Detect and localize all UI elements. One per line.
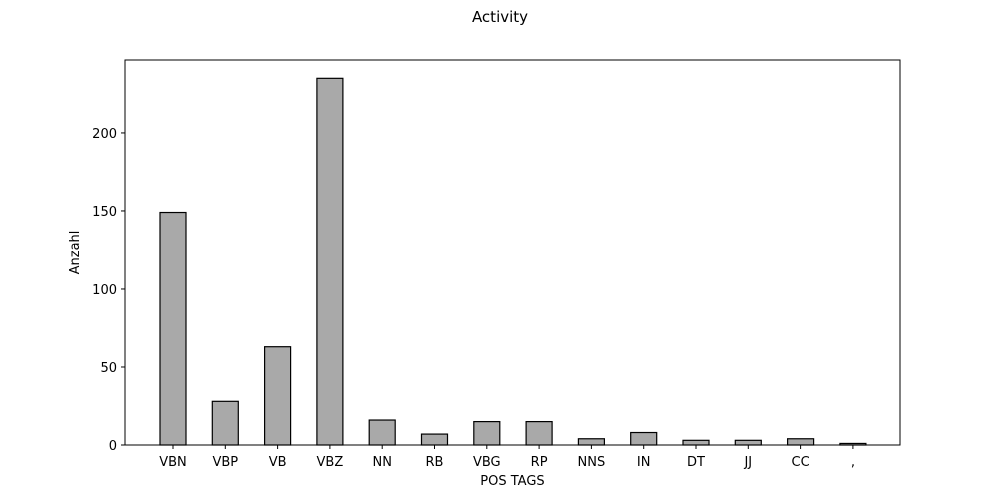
bar: [630, 431, 658, 446]
bar: [420, 433, 449, 446]
bar: [473, 420, 501, 446]
bars-group: [159, 77, 867, 446]
y-axis: 0 50 100 150 200: [92, 127, 125, 454]
bar: [264, 346, 292, 446]
bar: [734, 439, 762, 446]
plot-frame: [124, 59, 901, 446]
x-tick-label: NNS: [578, 455, 606, 470]
bar: [211, 400, 239, 446]
x-tick-label: RB: [426, 455, 444, 470]
x-axis-title: POS TAGS: [480, 474, 544, 489]
x-tick-label: CC: [792, 455, 810, 470]
x-tick-label: JJ: [743, 455, 752, 470]
y-tick-label: 200: [92, 127, 117, 142]
x-tick-label: ,: [851, 455, 855, 470]
x-tick-label: VBZ: [317, 455, 344, 470]
bar: [525, 420, 553, 446]
bar: [159, 211, 187, 446]
chart-title: Activity: [472, 8, 528, 26]
y-tick-label: 0: [109, 439, 117, 454]
bar: [682, 439, 710, 446]
x-tick-label: VBP: [212, 455, 238, 470]
x-tick-label: VBN: [159, 455, 187, 470]
y-tick-label: 50: [100, 361, 117, 376]
y-tick-label: 150: [92, 205, 117, 220]
bar: [316, 77, 344, 446]
x-axis: VBN VBP VB VBZ NN RB VBG RP NNS IN DT JJ CC,: [159, 445, 855, 470]
x-tick-label: NN: [372, 455, 391, 470]
x-tick-label: RP: [531, 455, 548, 470]
x-tick-label: DT: [687, 455, 705, 470]
bar: [577, 438, 606, 446]
bar: [786, 438, 815, 446]
y-axis-title: Anzahl: [68, 231, 83, 275]
x-tick-label: IN: [637, 455, 651, 470]
bar: [368, 419, 396, 446]
x-tick-label: VB: [269, 455, 287, 470]
y-tick-label: 100: [92, 283, 117, 298]
x-tick-label: VBG: [473, 455, 501, 470]
